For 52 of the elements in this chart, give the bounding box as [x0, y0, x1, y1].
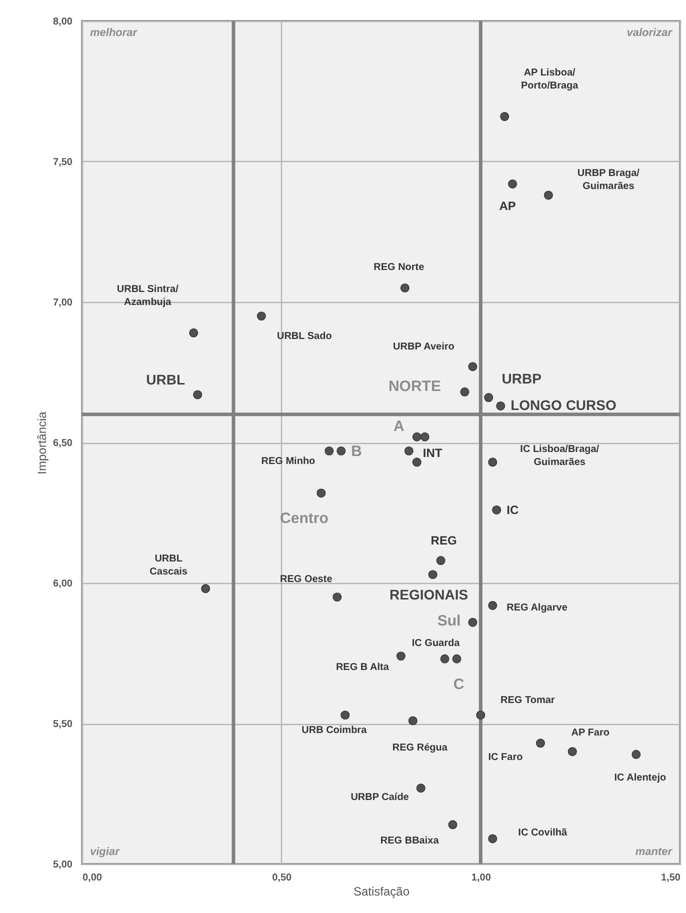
- annotation: URBL Sintra/ Azambuja: [116, 284, 179, 308]
- annotation: A: [393, 418, 404, 435]
- annotation: URBP Caíde: [350, 792, 410, 804]
- y-tick-label: 6,00: [53, 578, 73, 590]
- annotation: INT: [422, 446, 443, 460]
- annotation: REG Oeste: [280, 574, 333, 586]
- annotation: URB Coimbra: [302, 725, 368, 736]
- annotation: AP: [499, 198, 516, 213]
- y-tick-label: 6,50: [53, 438, 73, 449]
- annotation: NORTE: [388, 378, 441, 395]
- x-tick-label: 1,00: [471, 872, 492, 884]
- y-tick-label: 8,00: [53, 16, 73, 28]
- annotation: URBP Aveiro: [393, 342, 454, 353]
- annotation: IC Guarda: [412, 638, 460, 649]
- y-axis-title: Importância: [35, 411, 50, 474]
- annotation: IC: [506, 502, 519, 517]
- x-axis-title: Satisfação: [353, 884, 410, 898]
- annotation: IC Lisboa/Braga/ Guimarães: [520, 444, 600, 468]
- y-tick-label: 5,50: [53, 719, 73, 730]
- annotation: REG Minho: [261, 456, 316, 467]
- annotation: valorizar: [626, 27, 673, 39]
- annotation: IC Covilhã: [518, 828, 568, 839]
- annotation: URBP: [502, 370, 542, 387]
- annotation: LONGO CURSO: [510, 396, 616, 413]
- annotation: IC Faro: [488, 752, 523, 764]
- annotation: REG Algarve: [506, 602, 568, 614]
- annotation: REG Régua: [392, 742, 448, 754]
- annotation: URBL Cascais: [150, 554, 188, 578]
- x-tick-label: 1,50: [661, 872, 681, 884]
- annotation: manter: [635, 846, 673, 858]
- x-tick-label: 0,00: [82, 872, 102, 884]
- annotation: vigiar: [90, 846, 120, 858]
- annotation: REG Norte: [374, 262, 425, 273]
- annotation: REG B Alta: [336, 662, 390, 674]
- annotation: REG BBaixa: [380, 836, 440, 847]
- y-tick-label: 7,50: [53, 157, 73, 168]
- annotation: melhorar: [90, 27, 138, 39]
- x-tick-label: 0,50: [272, 872, 292, 884]
- y-tick-label: 5,00: [53, 860, 73, 870]
- annotation: IC Alentejo: [614, 772, 666, 784]
- annotation: URBL Sado: [276, 331, 332, 342]
- annotation: URBL: [146, 372, 186, 388]
- annotation: B: [351, 442, 362, 460]
- annotation: AP Faro: [571, 728, 610, 739]
- annotation: C: [453, 676, 464, 693]
- annotation: REGIONAIS: [390, 586, 468, 603]
- annotation: URBP Braga/ Guimarães: [577, 168, 640, 192]
- annotation: REG: [430, 534, 457, 548]
- annotation: AP Lisboa/ Porto/Braga: [520, 68, 579, 92]
- y-tick-label: 7,00: [53, 298, 73, 308]
- annotation: Sul: [437, 612, 461, 630]
- annotation: REG Tomar: [500, 695, 555, 706]
